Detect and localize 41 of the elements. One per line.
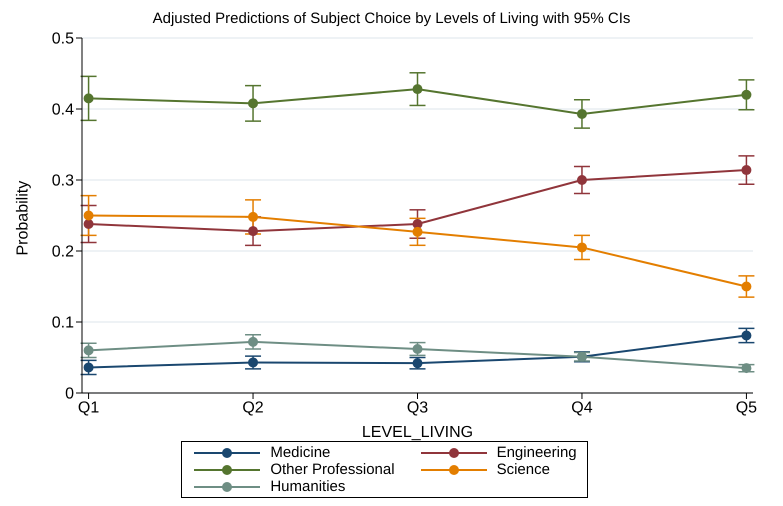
point <box>84 345 94 356</box>
legend-label: Medicine <box>270 444 330 461</box>
legend-label: Other Professional <box>270 461 395 478</box>
point <box>84 210 94 220</box>
point <box>576 242 587 252</box>
point <box>84 362 94 372</box>
point <box>576 108 587 119</box>
point <box>576 175 587 185</box>
point <box>741 282 752 292</box>
point <box>248 98 258 108</box>
x-axis-title: LEVEL_LIVING <box>362 424 474 441</box>
x-tick-label: Q4 <box>571 399 593 416</box>
point <box>248 336 258 347</box>
x-tick-label: Q5 <box>736 399 758 416</box>
point <box>412 226 422 237</box>
y-tick-label: 0.4 <box>52 102 74 119</box>
y-tick-label: 0 <box>65 386 74 403</box>
point <box>412 358 422 368</box>
point <box>741 363 752 374</box>
point <box>741 330 752 340</box>
legend-label: Science <box>496 461 550 478</box>
chart-title: Adjusted Predictions of Subject Choice by Levels of Living with 95% CIs <box>152 9 632 29</box>
x-tick-label: Q2 <box>242 399 264 416</box>
y-axis-title: Probability <box>14 180 32 256</box>
x-tick-label: Q3 <box>406 399 428 416</box>
point <box>84 93 94 104</box>
point <box>412 344 422 354</box>
legend-label: Engineering <box>496 444 577 461</box>
point <box>248 212 258 222</box>
point <box>741 90 752 100</box>
legend-label: Humanities <box>270 478 346 495</box>
x-tick-label: Q1 <box>78 399 100 416</box>
point <box>248 226 258 236</box>
point <box>84 219 94 230</box>
y-tick-label: 0.1 <box>52 314 74 332</box>
point <box>248 357 258 368</box>
point <box>741 165 752 176</box>
y-tick-label: 0.2 <box>52 244 74 261</box>
y-tick-label: 0.5 <box>52 30 74 48</box>
point <box>412 84 422 94</box>
y-tick-label: 0.3 <box>52 172 74 190</box>
